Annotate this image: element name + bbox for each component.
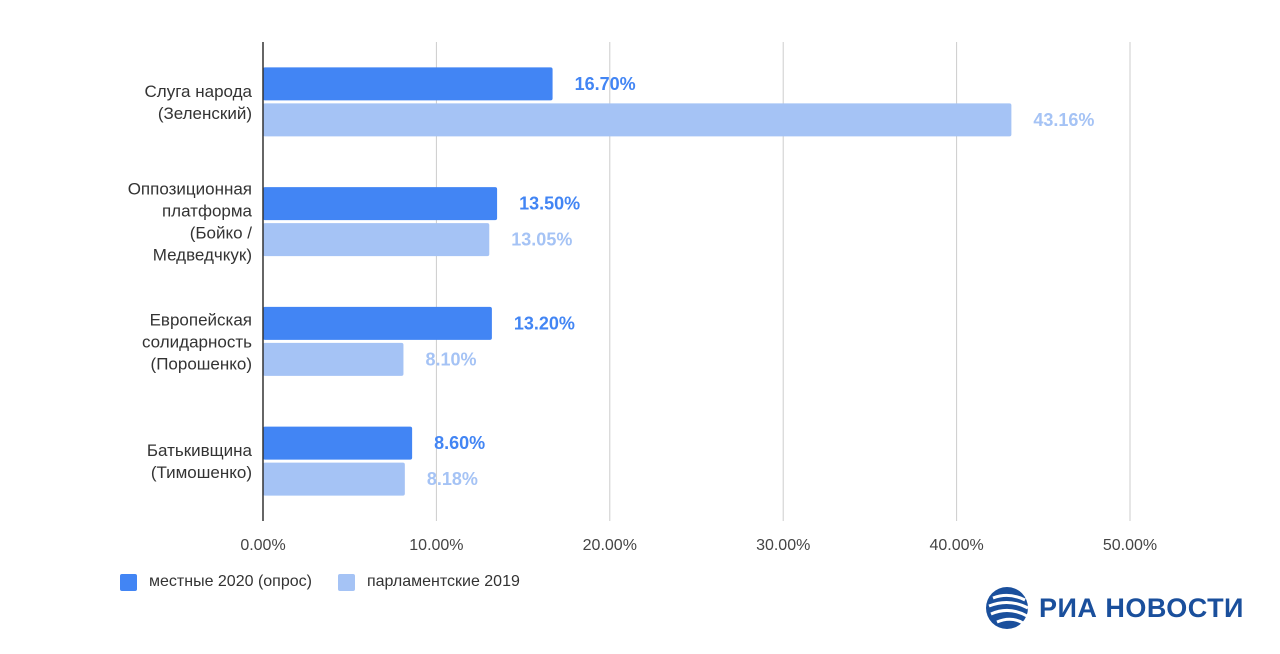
- x-tick-label: 40.00%: [929, 537, 983, 554]
- category-label: Оппозиционная платформа (Бойко / Медведчкук…: [128, 180, 253, 265]
- category-label: Батькивщина (Тимошенко): [147, 441, 253, 482]
- data-label: 8.18%: [427, 469, 478, 489]
- bar: [263, 223, 490, 257]
- x-tick-labels: 0.00% 10.00% 20.00% 30.00% 40.00% 50.00%: [240, 537, 1157, 554]
- data-label: 13.05%: [511, 230, 572, 250]
- data-label: 8.10%: [425, 349, 476, 369]
- legend-item-2019: парламентские 2019: [337, 573, 520, 591]
- x-tick-label: 10.00%: [409, 537, 463, 554]
- bar: [263, 426, 413, 460]
- logo-text: РИА НОВОСТИ: [1039, 592, 1244, 623]
- x-tick-label: 30.00%: [756, 537, 810, 554]
- legend: местные 2020 (опрос) парламентские 2019: [120, 573, 546, 591]
- category-label: Европейская солидарность (Порошенко): [142, 310, 252, 373]
- bar: [263, 187, 498, 221]
- bar: [263, 103, 1012, 137]
- category-label: Слуга народа (Зеленский): [145, 82, 253, 123]
- data-label: 43.16%: [1033, 110, 1094, 130]
- x-tick-label: 0.00%: [240, 537, 285, 554]
- ria-novosti-logo: РИА НОВОСТИ: [985, 586, 1244, 630]
- data-label: 13.50%: [519, 194, 580, 214]
- bars: [263, 67, 1012, 496]
- data-label: 13.20%: [514, 313, 575, 333]
- globe-logo-icon: [986, 587, 1029, 629]
- legend-item-2020: местные 2020 (опрос): [120, 573, 312, 591]
- data-label: 16.70%: [575, 74, 636, 94]
- data-label: 8.60%: [434, 433, 485, 453]
- legend-swatch-2020: [120, 573, 137, 591]
- category-labels: Слуга народа (Зеленский) Оппозиционная плат…: [128, 82, 253, 482]
- x-tick-label: 50.00%: [1103, 537, 1157, 554]
- legend-swatch-2019: [337, 573, 355, 591]
- legend-label-2019: парламентские 2019: [366, 573, 520, 590]
- bar: [263, 306, 492, 340]
- bar: [263, 67, 553, 101]
- bar: [263, 342, 404, 376]
- bar: [263, 462, 405, 496]
- x-tick-label: 20.00%: [583, 537, 637, 554]
- legend-label-2020: местные 2020 (опрос): [149, 573, 312, 590]
- value-labels: 16.70% 43.16% 13.50% 13.05% 13.20% 8.10% 8.60%…: [425, 74, 1094, 489]
